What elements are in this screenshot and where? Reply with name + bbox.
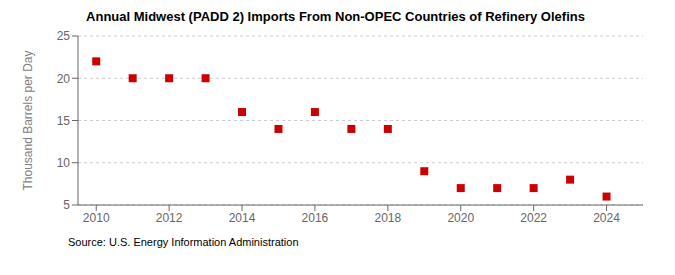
svg-text:2022: 2022	[520, 211, 547, 225]
svg-text:25: 25	[57, 29, 71, 43]
svg-text:2012: 2012	[156, 211, 183, 225]
svg-text:5: 5	[63, 198, 70, 212]
html-text:Source: U.S. Energy Informatio: Source: U.S. Energy Information Administ…	[68, 236, 299, 248]
svg-text:2014: 2014	[229, 211, 256, 225]
svg-text:2010: 2010	[83, 211, 110, 225]
svg-text:20: 20	[57, 72, 71, 86]
svg-text:Thousand Barrels per Day: Thousand Barrels per Day	[21, 50, 35, 190]
html-text:Annual Midwest (PADD 2) Import: Annual Midwest (PADD 2) Imports From Non…	[86, 9, 585, 24]
svg-text:2020: 2020	[447, 211, 474, 225]
svg-text:15: 15	[57, 114, 71, 128]
svg-text:2024: 2024	[593, 211, 620, 225]
svg-text:10: 10	[57, 156, 71, 170]
svg-text:2016: 2016	[302, 211, 329, 225]
svg-text:2018: 2018	[374, 211, 401, 225]
